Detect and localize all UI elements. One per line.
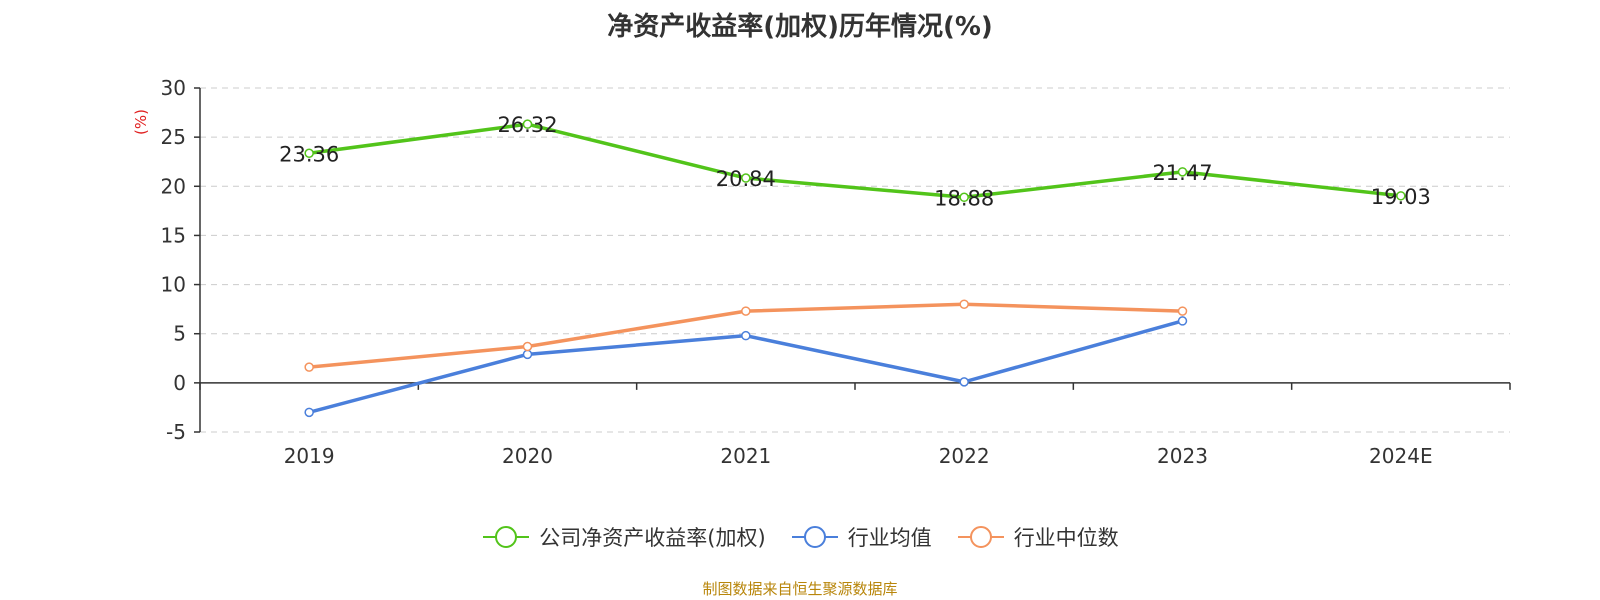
data-point-2	[741, 306, 751, 316]
data-label: 18.88	[934, 186, 994, 210]
x-tick-label: 2020	[502, 444, 553, 468]
data-point-2	[522, 341, 533, 352]
data-point-1	[741, 330, 751, 341]
data-label: 20.84	[716, 167, 776, 191]
legend-label: 行业中位数	[1013, 526, 1119, 550]
series-line-0	[308, 122, 1402, 200]
source-note: 制图数据来自恒生聚源数据库	[702, 580, 898, 598]
data-point-0	[304, 148, 314, 159]
data-point-0	[959, 192, 969, 203]
y-tick-label: 0	[173, 371, 186, 395]
legend-line-marker-icon	[791, 526, 838, 548]
y-tick-label: 5	[173, 322, 186, 346]
legend-item-2[interactable]: 行业中位数	[956, 522, 1119, 552]
data-point-1	[522, 349, 533, 360]
y-tick-label: 15	[161, 223, 186, 247]
x-tick-label: 2019	[284, 444, 335, 468]
legend-label: 公司净资产收益率(加权)	[539, 526, 766, 550]
x-tick-label: 2023	[1157, 444, 1208, 468]
data-point-0	[522, 119, 533, 129]
data-point-1	[959, 377, 969, 387]
x-tick-label: 2024E	[1369, 444, 1433, 468]
y-axis-label: (%)	[132, 109, 150, 135]
data-point-1	[1177, 316, 1188, 326]
data-point-1	[304, 407, 314, 418]
y-tick-label: 25	[161, 125, 186, 149]
data-label: 23.36	[279, 142, 339, 166]
chart-title: 净资产收益率(加权)历年情况(%)	[607, 12, 993, 42]
legend: 公司净资产收益率(加权) 行业均值 行业中位数	[0, 522, 1600, 552]
legend-line-marker-icon	[957, 526, 1004, 548]
data-point-2	[959, 299, 969, 309]
data-point-2	[1177, 306, 1188, 316]
legend-item-0[interactable]: 公司净资产收益率(加权)	[481, 522, 766, 552]
x-tick-label: 2022	[939, 444, 990, 468]
data-label: 19.03	[1371, 185, 1431, 209]
data-label: 26.32	[497, 113, 557, 137]
y-tick-label: 30	[161, 76, 186, 100]
data-point-2	[304, 362, 314, 372]
legend-label: 行业均值	[847, 526, 932, 550]
y-tick-label: 20	[161, 174, 186, 198]
data-point-0	[741, 173, 751, 183]
x-tick-label: 2021	[720, 444, 771, 468]
data-point-0	[1177, 167, 1188, 177]
y-tick-label: 10	[161, 273, 186, 297]
legend-item-1[interactable]: 行业均值	[790, 522, 932, 552]
legend-line-marker-icon	[483, 526, 530, 548]
y-tick-label: -5	[166, 420, 186, 444]
data-label: 21.47	[1152, 161, 1212, 185]
data-point-0	[1396, 191, 1406, 201]
